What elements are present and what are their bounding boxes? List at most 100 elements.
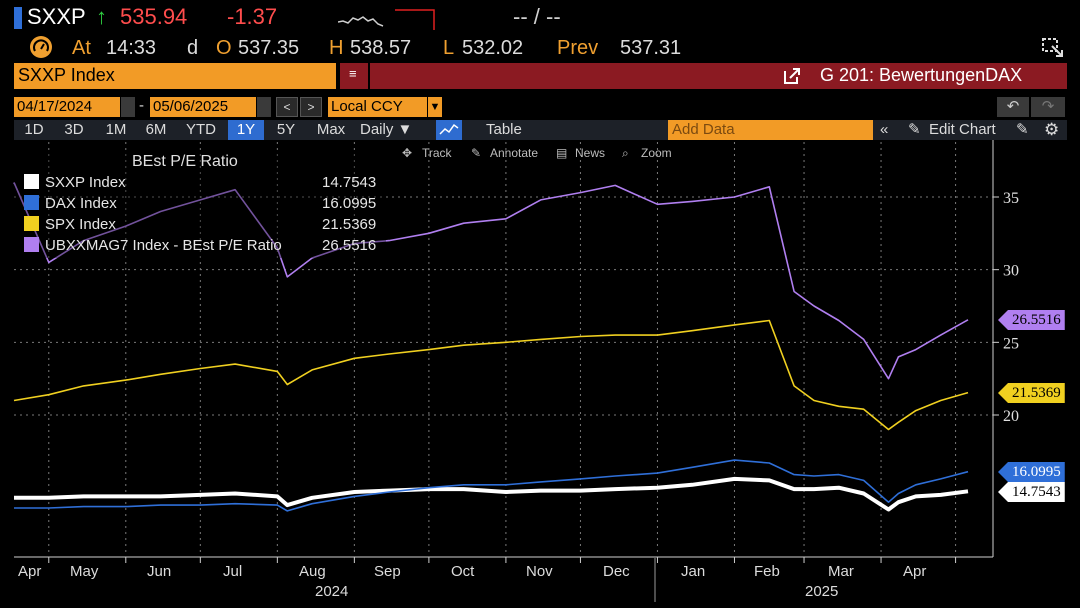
legend-swatch xyxy=(24,216,39,231)
currency-select[interactable]: Local CCY xyxy=(328,97,427,117)
ticker-marker xyxy=(14,7,22,29)
collapse-icon[interactable]: « xyxy=(880,121,889,138)
legend-value: 16.0995 xyxy=(322,195,377,212)
series-line xyxy=(14,476,969,512)
edit-chart-button[interactable]: Edit Chart xyxy=(929,121,996,138)
series-line xyxy=(13,319,969,431)
x-tick-label: Apr xyxy=(18,563,42,580)
range-5y[interactable]: 5Y xyxy=(276,121,296,138)
frequency-select[interactable]: Daily ▼ xyxy=(360,121,413,138)
legend-swatch xyxy=(24,174,39,189)
news-tool[interactable]: News xyxy=(575,146,606,160)
gear-icon[interactable]: ⚙ xyxy=(1044,120,1060,139)
security-dropdown-button[interactable]: ≡ xyxy=(340,63,368,89)
calendar-icon[interactable] xyxy=(257,97,271,117)
undo-icon[interactable]: ↶ xyxy=(997,97,1029,117)
price-change: -1.37 xyxy=(227,4,278,29)
x-tick-label: Nov xyxy=(526,563,553,580)
bid-ask-placeholder: -- / -- xyxy=(513,4,561,29)
high-value: 538.57 xyxy=(350,37,412,59)
legend-value: 21.5369 xyxy=(322,216,377,233)
y-tick-label: 25 xyxy=(1003,335,1019,352)
x-tick-label: Apr xyxy=(903,563,927,580)
legend-item-dax[interactable]: DAX Index xyxy=(24,194,117,214)
edit-icon[interactable]: ✎ xyxy=(1016,121,1029,138)
last-value-badge-ubxxmag7: 26.5516 xyxy=(998,310,1065,330)
range-ytd[interactable]: YTD xyxy=(186,121,216,138)
last-price: 535.94 xyxy=(120,4,188,29)
range-3d[interactable]: 3D xyxy=(64,121,84,138)
range-indicator-icon xyxy=(395,9,435,30)
open-value: 537.35 xyxy=(238,37,300,59)
range-1m[interactable]: 1M xyxy=(105,121,127,138)
range-max[interactable]: Max xyxy=(316,121,346,138)
screenshot-icon[interactable] xyxy=(1040,36,1066,60)
start-date-input[interactable]: 04/17/2024 xyxy=(14,97,120,117)
ticker-symbol[interactable]: SXXP xyxy=(27,4,86,29)
x-tick-label: May xyxy=(70,563,99,580)
x-tick-label: Dec xyxy=(603,563,630,580)
low-value: 532.02 xyxy=(462,37,524,59)
legend-label: SXXP Index xyxy=(45,174,126,191)
security-field[interactable]: SXXP Index xyxy=(14,63,336,89)
quote-time: 14:33 xyxy=(106,37,157,59)
year-label: 2025 xyxy=(805,583,839,600)
legend-title: BEst P/E Ratio xyxy=(132,153,238,170)
x-tick-label: Jan xyxy=(681,563,706,580)
next-period-button[interactable]: > xyxy=(300,97,322,117)
chevron-down-icon[interactable]: ▼ xyxy=(428,97,442,117)
date-separator: - xyxy=(139,97,144,114)
range-6m[interactable]: 6M xyxy=(145,121,167,138)
redo-icon[interactable]: ↷ xyxy=(1031,97,1065,117)
annotate-icon: ✎ xyxy=(471,146,482,160)
x-tick-label: Jul xyxy=(223,563,243,580)
at-label: At xyxy=(72,37,91,59)
x-tick-label: Aug xyxy=(299,563,326,580)
prev-value: 537.31 xyxy=(620,37,682,59)
end-date-input[interactable]: 05/06/2025 xyxy=(150,97,256,117)
line-chart-icon[interactable] xyxy=(436,120,462,140)
x-tick-label: Jun xyxy=(147,563,172,580)
calendar-icon[interactable] xyxy=(121,97,135,117)
annotate-tool[interactable]: Annotate xyxy=(490,146,539,160)
series-line xyxy=(13,182,969,380)
table-button[interactable]: Table xyxy=(486,121,522,138)
last-value-badge-spx: 21.5369 xyxy=(998,383,1065,403)
legend-item-ubxxmag7[interactable]: UBXXMAG7 Index - BEst P/E Ratio xyxy=(24,236,282,256)
series-line xyxy=(14,459,969,512)
legend-label: UBXXMAG7 Index - BEst P/E Ratio xyxy=(45,237,282,254)
last-value-badge-dax: 16.0995 xyxy=(998,462,1065,482)
sparkline-icon xyxy=(338,16,384,27)
last-value-badge-sxxp: 14.7543 xyxy=(998,482,1065,502)
prev-label: Prev xyxy=(557,37,599,59)
y-tick-label: 30 xyxy=(1003,263,1019,280)
function-title: G 201: BewertungenDAX xyxy=(820,65,1023,85)
open-label: O xyxy=(216,37,232,59)
prev-period-button[interactable]: < xyxy=(276,97,298,117)
menu-icon: ≡ xyxy=(349,66,357,81)
up-arrow-icon: ↑ xyxy=(96,4,107,29)
zoom-tool[interactable]: Zoom xyxy=(641,146,672,160)
low-label: L xyxy=(443,37,455,59)
open-external-icon[interactable] xyxy=(783,67,801,85)
track-icon: ✥ xyxy=(402,146,413,160)
y-tick-label: 20 xyxy=(1003,408,1019,425)
legend-value: 14.7543 xyxy=(322,174,377,191)
x-tick-label: Mar xyxy=(828,563,854,580)
clock-icon xyxy=(30,36,52,58)
add-data-input[interactable]: Add Data xyxy=(668,120,873,140)
legend-value: 26.5516 xyxy=(322,237,377,254)
range-1d[interactable]: 1D xyxy=(24,121,44,138)
x-tick-label: Feb xyxy=(754,563,780,580)
range-1y[interactable]: 1Y xyxy=(228,120,264,140)
x-tick-label: Sep xyxy=(374,563,401,580)
news-icon: ▤ xyxy=(556,146,568,160)
legend-label: SPX Index xyxy=(45,216,116,233)
zoom-icon: ⌕ xyxy=(622,146,629,160)
security-name: SXXP Index xyxy=(18,65,115,85)
function-bar: G 201: BewertungenDAX xyxy=(370,63,1067,89)
legend-label: DAX Index xyxy=(45,195,117,212)
legend-item-sxxp[interactable]: SXXP Index xyxy=(24,173,126,193)
legend-item-spx[interactable]: SPX Index xyxy=(24,215,116,235)
